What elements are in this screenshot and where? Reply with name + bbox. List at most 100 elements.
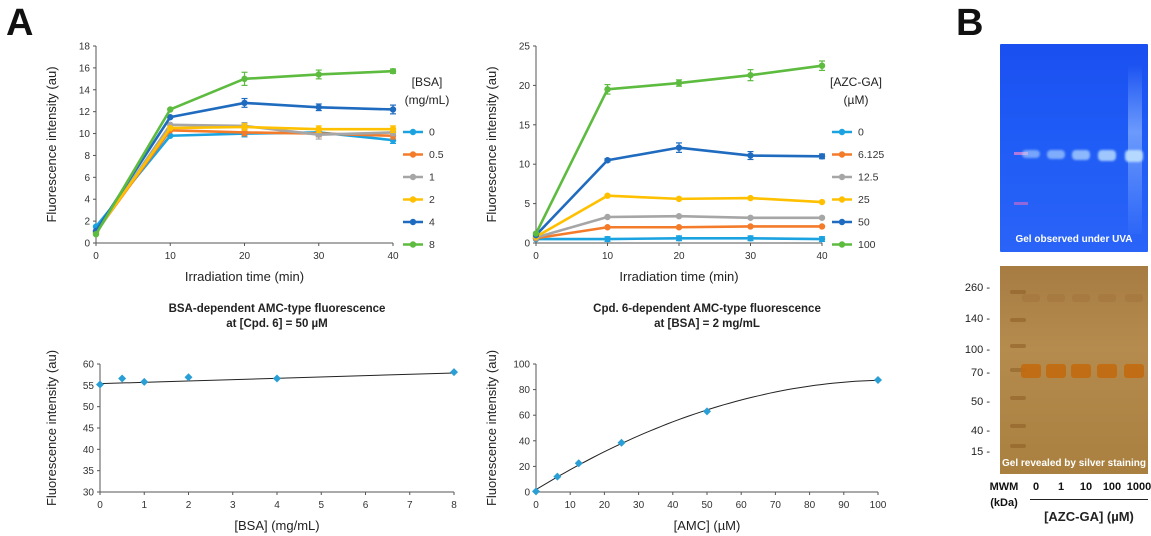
x-tick-label: 0 (533, 251, 539, 262)
x-axis-label: Irradiation time (min) (185, 269, 304, 284)
x-tick-label: 20 (599, 500, 611, 511)
x-tick-label: 40 (816, 251, 828, 262)
legend-label: 4 (429, 217, 435, 229)
series-line (94, 125, 393, 233)
y-axis-label: Fluorescence intensity (au) (484, 66, 499, 222)
x-tick-label: 20 (673, 251, 685, 262)
y-tick-label: 12 (79, 107, 91, 118)
x-tick-label: 0 (93, 251, 99, 262)
y-tick-label: 60 (519, 411, 531, 422)
silver-band (1046, 364, 1066, 378)
data-point (315, 71, 322, 78)
data-point (604, 157, 611, 164)
silver-faint-band (1047, 294, 1065, 302)
y-tick-label: 8 (84, 151, 90, 162)
y-tick-label: 60 (83, 360, 95, 371)
uv-band (1072, 150, 1090, 160)
silver-faint-band (1098, 294, 1116, 302)
gel-xlabel: [AZC-GA] (µM) (1044, 509, 1134, 524)
x-tick-label: 3 (230, 500, 236, 511)
x-tick-label: 40 (667, 500, 679, 511)
mw-marker-label: 70 - (971, 367, 990, 379)
legend-swatch-marker (838, 128, 846, 136)
data-point (747, 194, 754, 202)
data-point (604, 224, 611, 231)
y-tick-label: 6 (84, 173, 90, 184)
data-point (747, 214, 754, 221)
x-axis-label: [AMC] (µM) (674, 518, 741, 533)
y-tick-label: 0 (524, 488, 530, 499)
y-tick-label: 80 (519, 385, 531, 396)
data-point (675, 235, 683, 242)
data-point (184, 373, 193, 382)
y-tick-label: 15 (519, 120, 531, 131)
y-axis-label: Fluorescence intensity (au) (44, 350, 59, 506)
data-point (818, 235, 826, 243)
y-tick-label: 35 (83, 466, 95, 477)
data-point (532, 230, 540, 237)
uv-band (1098, 150, 1116, 161)
uv-band (1022, 150, 1040, 159)
uv-smear (1128, 64, 1142, 234)
data-point (874, 376, 882, 384)
x-tick-label: 30 (313, 251, 325, 262)
x-tick-label: 2 (186, 500, 192, 511)
y-tick-label: 2 (84, 217, 90, 228)
x-tick-label: 20 (239, 251, 251, 262)
data-point (747, 223, 754, 230)
data-point (241, 99, 248, 107)
legend-swatch-marker (838, 241, 846, 248)
y-tick-label: 18 (79, 42, 91, 53)
silver-band (1021, 364, 1041, 378)
data-point (675, 195, 683, 203)
y-axis-label: Fluorescence intensity (au) (484, 350, 499, 506)
uv-marker-band (1014, 202, 1028, 205)
x-tick-label: 100 (870, 500, 887, 511)
x-tick-label: 70 (770, 500, 782, 511)
legend-swatch-marker (409, 241, 417, 248)
x-tick-label: 50 (701, 500, 713, 511)
mw-marker-label: 260 - (964, 282, 990, 294)
y-tick-label: 50 (83, 402, 95, 413)
data-point (140, 377, 149, 386)
data-point (675, 213, 683, 220)
lane-label: 1 (1057, 481, 1065, 493)
silver-marker-band (1010, 444, 1026, 448)
data-point (167, 106, 174, 113)
series-line (535, 146, 823, 237)
data-point (96, 380, 104, 389)
silver-marker-band (1010, 318, 1026, 322)
data-point (553, 472, 562, 481)
data-point (604, 86, 611, 93)
legend-title: (mg/mL) (405, 93, 450, 107)
x-tick-label: 5 (318, 500, 324, 511)
data-point (241, 123, 248, 131)
panel-label-a: A (6, 2, 34, 44)
x-tick-label: 1 (141, 500, 147, 511)
lane-label: 1000 (1126, 481, 1151, 493)
x-tick-label: 8 (451, 500, 457, 511)
legend-label: 2 (429, 194, 435, 206)
data-point (604, 192, 611, 199)
y-tick-label: 0 (524, 239, 530, 250)
kda-label: (kDa) (990, 497, 1018, 509)
data-point (818, 214, 826, 221)
uva-gel-image: Gel observed under UVA (1000, 44, 1148, 252)
data-point (675, 79, 683, 87)
data-point (532, 487, 540, 496)
panel-label-b: B (956, 2, 984, 44)
x-tick-label: 30 (633, 500, 645, 511)
legend-label: 8 (429, 239, 435, 251)
y-tick-label: 20 (519, 81, 531, 92)
data-point (747, 235, 754, 242)
uv-marker-band (1014, 152, 1028, 155)
x-axis-label: [BSA] (mg/mL) (234, 518, 319, 533)
mw-marker-label: 140 - (964, 313, 990, 325)
cpd6-dependent-scatter-chart: 0 20 40 60 80 100 0 10 20 30 40 50 60 70 80 90 100 [AMC] … (484, 303, 887, 533)
chart-title: BSA-dependent AMC-type fluorescence (169, 303, 386, 315)
legend-swatch-marker (838, 151, 846, 158)
legend-label: 12.5 (858, 172, 879, 184)
silver-faint-band (1072, 294, 1090, 302)
